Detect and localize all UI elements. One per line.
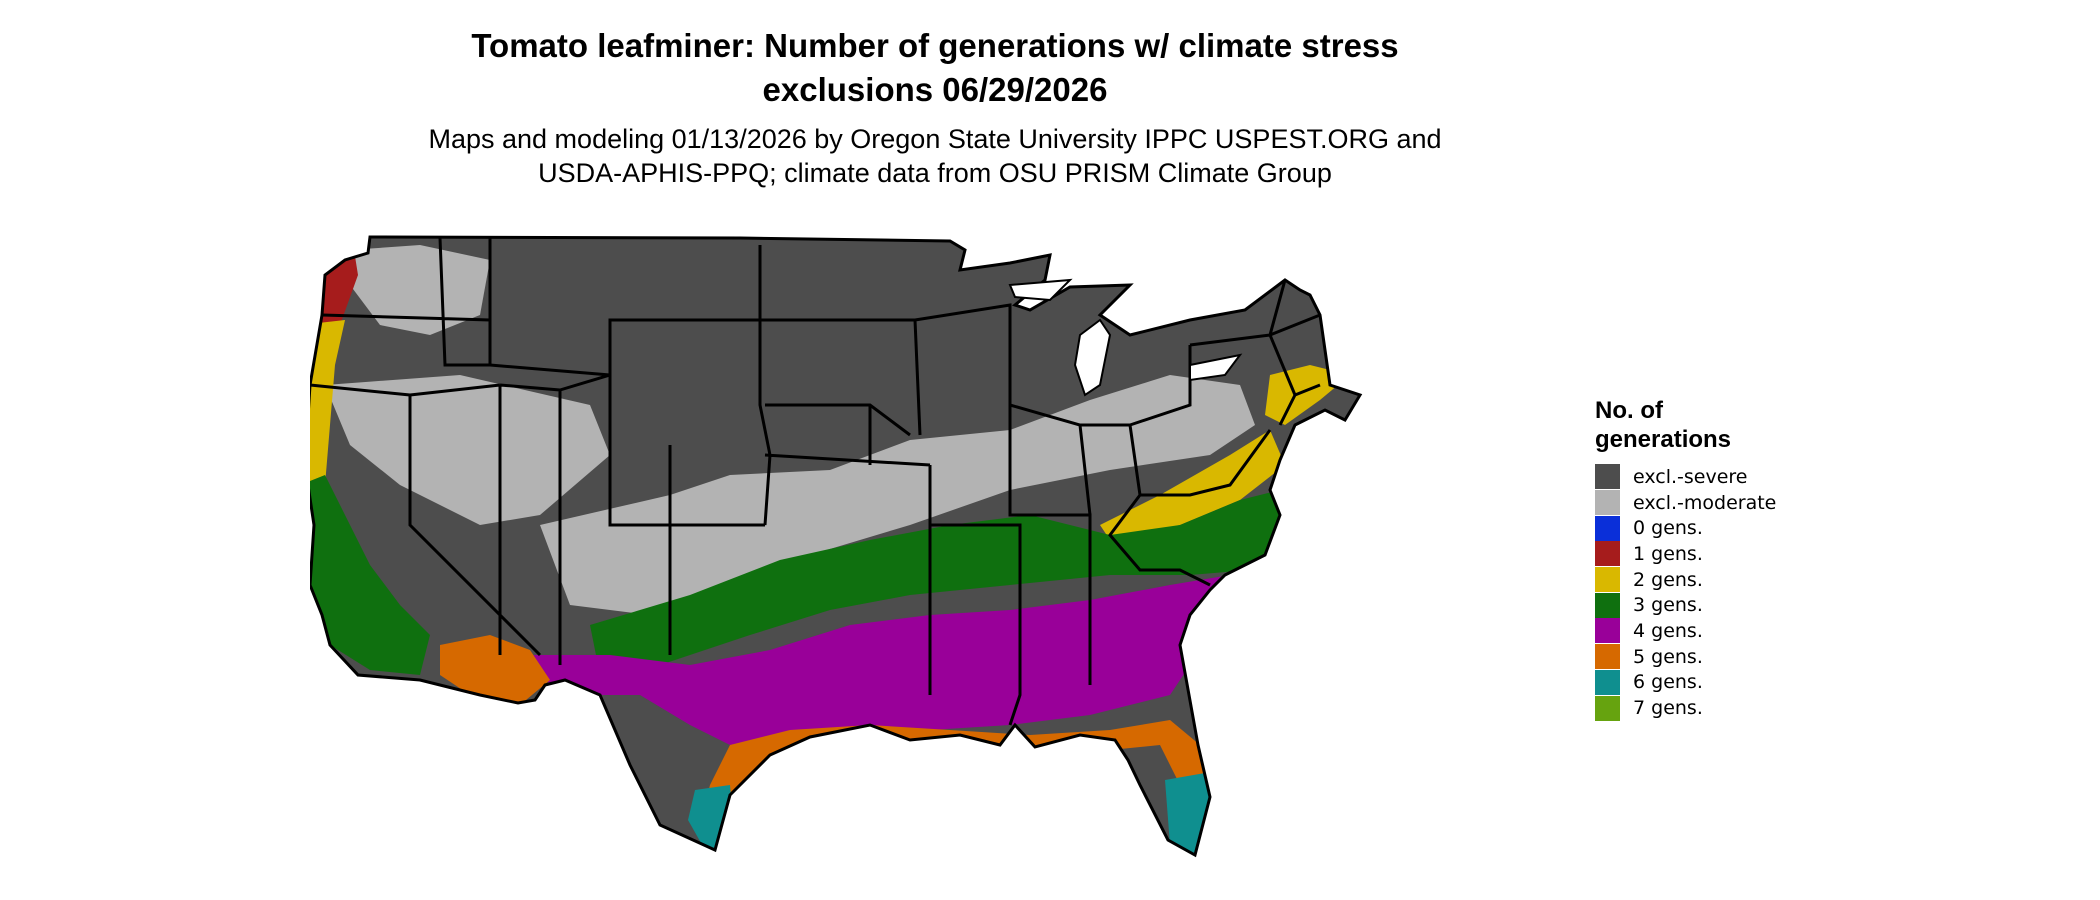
legend-swatch [1595,644,1620,670]
legend-item: 2 gens. [1595,567,1776,593]
legend-label: 5 gens. [1633,645,1703,668]
legend-swatch [1595,464,1620,490]
map-subtitle-line-2: USDA-APHIS-PPQ; climate data from OSU PR… [538,158,1332,188]
zone-gen-4 [530,575,1260,745]
zone-gen-5 [440,635,550,705]
legend-item: 7 gens. [1595,695,1776,721]
legend-label: excl.-severe [1633,465,1748,488]
legend-label: 6 gens. [1633,671,1703,694]
map-subtitle-line-1: Maps and modeling 01/13/2026 by Oregon S… [428,124,1442,154]
map-subtitle: Maps and modeling 01/13/2026 by Oregon S… [0,122,1870,190]
legend-label: 1 gens. [1633,542,1703,565]
zone-excl-moderate [350,245,490,335]
legend-item: 0 gens. [1595,515,1776,541]
legend-swatch [1595,592,1620,618]
us-generations-map [310,235,1363,858]
legend-swatch [1595,618,1620,644]
legend-item: 5 gens. [1595,644,1776,670]
legend-label: 2 gens. [1633,568,1703,591]
legend-label: 7 gens. [1633,697,1703,720]
zone-gen-2 [1100,430,1285,540]
map-title: Tomato leafminer: Number of generations … [0,24,1870,112]
legend-swatch [1595,669,1620,695]
legend-swatch [1595,567,1620,593]
legend-swatch [1595,695,1620,721]
legend-swatch [1595,515,1620,541]
legend-item: 6 gens. [1595,669,1776,696]
legend-item: 4 gens. [1595,618,1776,644]
legend-swatch [1595,541,1620,567]
map-title-line-1: Tomato leafminer: Number of generations … [471,27,1399,64]
legend-item: 1 gens. [1595,541,1776,567]
zone-excl-moderate [325,375,610,525]
map-title-line-2: exclusions 06/29/2026 [762,71,1108,108]
legend-item: excl.-severe [1595,464,1776,490]
zone-excl-moderate [540,375,1255,615]
legend-title: No. of generations [1595,396,1776,454]
great-lakes [1008,278,1243,397]
state-borders [310,235,1363,858]
legend-swatch [1595,490,1620,516]
legend-label: 0 gens. [1633,517,1703,540]
legend: No. of generations excl.-severe excl.-mod… [1595,396,1776,721]
legend-title-line-2: generations [1595,426,1732,453]
legend-items: excl.-severe excl.-moderate 0 gens. 1 gens.… [1595,464,1776,721]
legend-label: 3 gens. [1633,594,1703,617]
legend-item: excl.-moderate [1595,490,1776,516]
legend-item: 3 gens. [1595,592,1776,618]
legend-label: 4 gens. [1633,619,1703,642]
zone-gen-5 [700,720,1205,845]
legend-label: excl.-moderate [1633,491,1777,514]
zone-gen-3 [310,475,430,675]
legend-title-line-1: No. of [1595,397,1663,424]
